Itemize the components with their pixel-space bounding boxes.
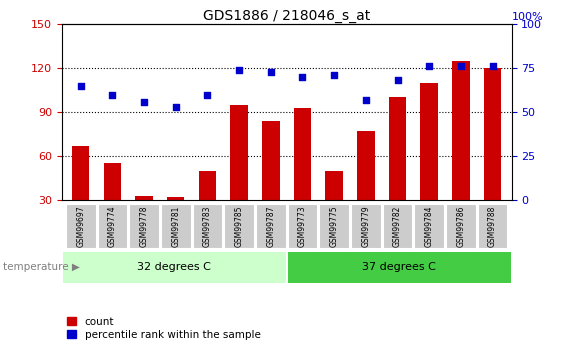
Point xyxy=(108,92,117,97)
FancyBboxPatch shape xyxy=(288,205,318,247)
FancyBboxPatch shape xyxy=(161,205,191,247)
Text: GSM99782: GSM99782 xyxy=(393,205,402,247)
Bar xyxy=(420,83,438,200)
Bar xyxy=(167,197,185,200)
FancyBboxPatch shape xyxy=(351,205,381,247)
Text: GSM99697: GSM99697 xyxy=(76,205,85,247)
Point xyxy=(203,92,212,97)
Text: GSM99788: GSM99788 xyxy=(488,205,497,247)
FancyBboxPatch shape xyxy=(415,205,444,247)
Point xyxy=(139,99,149,104)
FancyBboxPatch shape xyxy=(477,205,507,247)
Text: GSM99784: GSM99784 xyxy=(425,205,434,247)
Text: 37 degrees C: 37 degrees C xyxy=(362,263,436,272)
FancyBboxPatch shape xyxy=(129,205,159,247)
Text: GSM99773: GSM99773 xyxy=(298,205,307,247)
Bar xyxy=(103,164,121,200)
FancyBboxPatch shape xyxy=(288,252,510,283)
Point xyxy=(329,72,339,78)
Text: GSM99781: GSM99781 xyxy=(171,205,181,247)
Bar xyxy=(484,68,501,200)
Text: GSM99779: GSM99779 xyxy=(362,205,370,247)
Point xyxy=(488,63,497,69)
FancyBboxPatch shape xyxy=(224,205,254,247)
Bar xyxy=(262,121,279,200)
Text: 100%: 100% xyxy=(512,12,543,22)
Point xyxy=(425,63,434,69)
FancyBboxPatch shape xyxy=(63,252,286,283)
Point xyxy=(456,63,466,69)
Bar xyxy=(357,131,375,200)
Bar xyxy=(199,171,216,200)
FancyBboxPatch shape xyxy=(66,205,96,247)
FancyBboxPatch shape xyxy=(192,205,222,247)
Text: GSM99783: GSM99783 xyxy=(203,205,212,247)
FancyBboxPatch shape xyxy=(98,205,128,247)
Point xyxy=(76,83,85,89)
Bar xyxy=(389,98,406,200)
Point xyxy=(171,104,181,110)
FancyBboxPatch shape xyxy=(446,205,476,247)
Bar xyxy=(294,108,311,200)
Point xyxy=(298,74,307,80)
Text: GSM99785: GSM99785 xyxy=(235,205,243,247)
Text: GSM99778: GSM99778 xyxy=(139,205,149,247)
Text: GSM99786: GSM99786 xyxy=(456,205,465,247)
Text: GSM99774: GSM99774 xyxy=(108,205,117,247)
FancyBboxPatch shape xyxy=(256,205,286,247)
Point xyxy=(235,67,244,73)
Text: 32 degrees C: 32 degrees C xyxy=(137,263,211,272)
Point xyxy=(393,78,402,83)
Bar xyxy=(452,61,470,200)
Text: GSM99787: GSM99787 xyxy=(266,205,275,247)
Bar xyxy=(72,146,89,200)
FancyBboxPatch shape xyxy=(319,205,349,247)
Text: GSM99775: GSM99775 xyxy=(330,205,339,247)
Bar xyxy=(135,196,153,200)
Legend: count, percentile rank within the sample: count, percentile rank within the sample xyxy=(67,317,260,340)
Title: GDS1886 / 218046_s_at: GDS1886 / 218046_s_at xyxy=(203,9,370,23)
Bar xyxy=(325,171,343,200)
Text: temperature ▶: temperature ▶ xyxy=(3,263,80,272)
Point xyxy=(361,97,370,102)
Point xyxy=(266,69,276,75)
Bar xyxy=(230,105,248,200)
FancyBboxPatch shape xyxy=(383,205,412,247)
